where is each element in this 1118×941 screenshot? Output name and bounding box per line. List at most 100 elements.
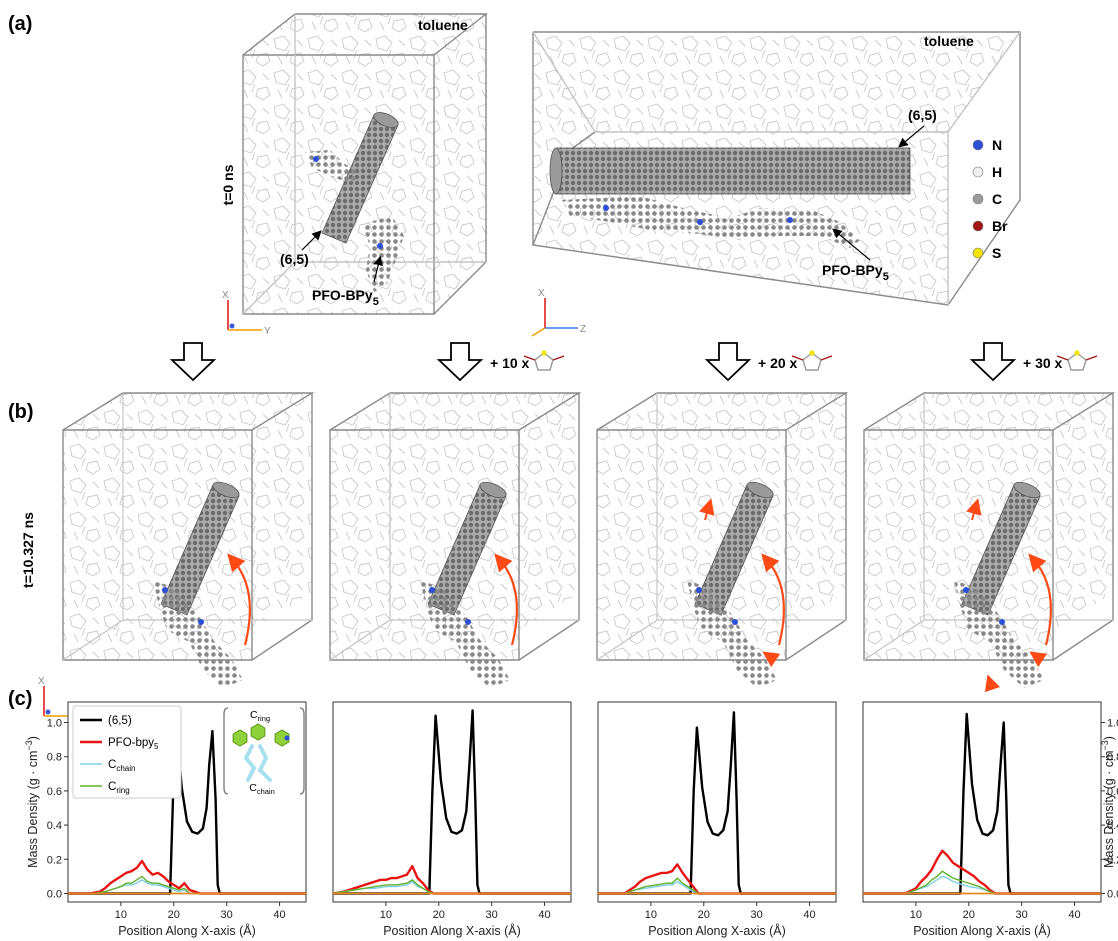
molecule-inset: Cring Cchain xyxy=(223,707,305,796)
panel-label-b: (b) xyxy=(8,401,34,423)
density-charts: 10 20 30 40 Position Along X-axis (Å) 0.0 0.2 0… xyxy=(24,701,1118,938)
row-b xyxy=(62,392,1116,693)
rotation-arrow xyxy=(1028,553,1052,646)
x-tick-label: 10 xyxy=(380,909,392,921)
series-line-cring xyxy=(598,877,836,895)
polymer-strand-right xyxy=(562,196,860,248)
simulation-box-b-2 xyxy=(329,392,582,688)
x-axis-label: Position Along X-axis (Å) xyxy=(118,923,256,938)
x-axis-label: Position Along X-axis (Å) xyxy=(913,923,1051,938)
dibromothiophene-icon xyxy=(523,350,565,371)
plot-frame xyxy=(862,701,1102,903)
y-tick-label: 0.0 xyxy=(47,888,62,900)
polymer-pointer-right xyxy=(832,228,871,261)
chart-4: 10 20 30 40 Position Along X-axis (Å) 0.0 0.2 0… xyxy=(862,701,1118,938)
y-tick-label: 0.0 xyxy=(1107,888,1118,900)
legend-entry: Cring xyxy=(108,781,130,795)
svg-text:Z: Z xyxy=(580,324,586,335)
dibromothiophene-icon xyxy=(1056,350,1098,371)
polymer xyxy=(153,580,243,688)
x-tick-label: 20 xyxy=(963,909,975,921)
x-tick-label: 20 xyxy=(433,909,445,921)
series-line-cchain xyxy=(863,875,1101,895)
chart-3: 10 20 30 40 Position Along X-axis (Å) xyxy=(597,701,837,938)
series-line-pfo-bpy5 xyxy=(332,864,571,895)
panel-label-a: (a) xyxy=(8,13,32,35)
chart-legend: (6,5) PFO-bpy5 Cchain Cring xyxy=(72,705,182,799)
tube-pointer-right xyxy=(898,125,925,148)
time-label-t10: t=10.327 ns xyxy=(20,512,36,588)
simulation-box-b-1 xyxy=(62,392,315,688)
chart-1: 10 20 30 40 Position Along X-axis (Å) 0.0 0.2 0… xyxy=(24,701,307,938)
legend-swatch-c xyxy=(972,193,984,205)
legend-label-s: S xyxy=(992,245,1001,261)
x-tick-label: 40 xyxy=(803,909,815,921)
addition-label: + 30 x xyxy=(1023,355,1063,371)
x-tick-label: 20 xyxy=(698,909,710,921)
down-arrow xyxy=(169,342,217,382)
y-tick-label: 0.2 xyxy=(47,854,62,866)
y-tick-label: 0.6 xyxy=(47,786,62,798)
polymer-label-right: PFO-BPy5 xyxy=(822,262,889,283)
svg-text:X: X xyxy=(538,288,545,299)
x-tick-label: 30 xyxy=(486,909,498,921)
down-arrow xyxy=(704,342,752,382)
legend-entry: Cchain xyxy=(108,759,135,773)
polymer-label-left: PFO-BPy5 xyxy=(312,287,379,308)
series-line-cring xyxy=(332,879,571,895)
addition-label: + 10 x xyxy=(490,355,530,371)
time-label-t0: t=0 ns xyxy=(220,164,236,205)
x-tick-label: 10 xyxy=(115,909,127,921)
legend-label-br: Br xyxy=(992,218,1008,234)
series-line-cring xyxy=(863,870,1101,895)
inset-label-ring: Cring xyxy=(250,709,270,723)
legend-entry: PFO-bpy5 xyxy=(108,737,159,751)
y-tick-label: 0.4 xyxy=(47,820,62,832)
nanotube-horizontal xyxy=(549,147,911,195)
y-tick-label: 0.2 xyxy=(1107,854,1118,866)
polymer-strand-left xyxy=(305,150,404,292)
rotation-arrow xyxy=(227,553,251,646)
addition-label: + 20 x xyxy=(758,355,798,371)
atom-legend: NHC Br S xyxy=(972,137,1008,261)
y-axis-label: Mass Density (g · cm−3) xyxy=(24,736,40,868)
series-line--6-5- xyxy=(333,709,571,895)
x-tick-label: 20 xyxy=(168,909,180,921)
legend-entry: (6,5) xyxy=(108,715,132,727)
inset-label-chain: Cchain xyxy=(249,782,275,796)
x-axis-label: Position Along X-axis (Å) xyxy=(648,923,786,938)
x-tick-label: 30 xyxy=(221,909,233,921)
panel-label-c: (c) xyxy=(8,688,32,710)
plot-frame xyxy=(332,701,572,903)
series-line-pfo-bpy5 xyxy=(863,849,1101,895)
simulation-box-left: toluene (6,5) PFO-BPy5 xyxy=(242,13,489,315)
legend-swatch-br xyxy=(972,220,984,232)
legend-label-h: H xyxy=(992,164,1002,180)
svg-text:Y: Y xyxy=(264,326,271,337)
dibromothiophene-icon xyxy=(791,350,833,371)
y-tick-label: 0.4 xyxy=(1107,820,1118,832)
series-line-cring xyxy=(68,875,306,895)
x-tick-label: 40 xyxy=(538,909,550,921)
legend-swatch-n xyxy=(972,139,984,151)
solvent-label-right: toluene xyxy=(924,33,974,49)
legend-label-c: C xyxy=(992,191,1002,207)
series-line--6-5- xyxy=(598,711,836,895)
series-line-pfo-bpy5 xyxy=(598,863,836,895)
x-tick-label: 10 xyxy=(645,909,657,921)
y-tick-label: 0.6 xyxy=(1107,786,1118,798)
down-arrow xyxy=(436,342,484,382)
polymer-pointer-left xyxy=(373,255,383,283)
tube-label-right: (6,5) xyxy=(908,107,937,123)
legend-swatch-h xyxy=(972,166,984,178)
tube-pointer-left xyxy=(301,230,322,251)
plot-frame xyxy=(597,701,837,903)
y-tick-label: 1.0 xyxy=(47,718,62,730)
legend-label-n: N xyxy=(992,137,1002,153)
x-tick-label: 10 xyxy=(910,909,922,921)
solvent-label-left: toluene xyxy=(418,17,468,33)
axes-triad-left: X Y xyxy=(222,290,271,337)
down-arrow xyxy=(969,342,1017,382)
svg-text:X: X xyxy=(38,676,45,687)
